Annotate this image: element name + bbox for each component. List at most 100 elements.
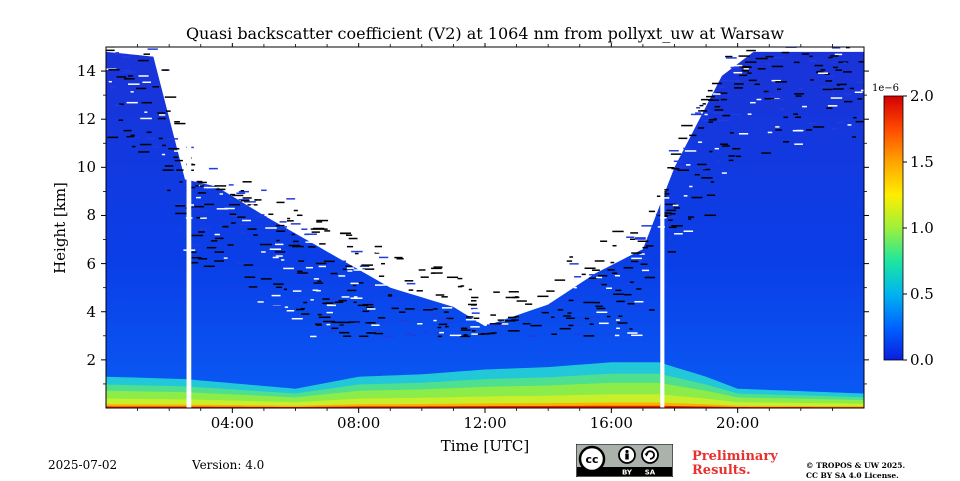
noise-speck bbox=[584, 317, 590, 320]
noise-speck bbox=[616, 300, 625, 303]
noise-speck bbox=[856, 81, 864, 84]
noise-speck bbox=[443, 311, 449, 313]
cc-license-badge[interactable]: cc BY SA bbox=[576, 444, 673, 477]
noise-speck bbox=[240, 190, 245, 192]
noise-speck bbox=[770, 32, 779, 34]
noise-speck bbox=[785, 31, 794, 32]
noise-speck bbox=[755, 57, 768, 60]
noise-speck bbox=[311, 210, 318, 212]
noise-speck bbox=[671, 225, 683, 227]
noise-speck bbox=[771, 79, 781, 82]
noise-speck bbox=[176, 203, 185, 206]
noise-speck bbox=[822, 44, 832, 46]
noise-speck bbox=[593, 301, 600, 304]
noise-speck bbox=[316, 221, 323, 223]
noise-speck bbox=[331, 296, 341, 299]
noise-speck bbox=[317, 280, 322, 283]
noise-speck bbox=[199, 185, 204, 187]
noise-speck bbox=[508, 291, 519, 293]
noise-speck bbox=[292, 290, 302, 292]
noise-speck bbox=[687, 216, 695, 218]
noise-speck bbox=[276, 201, 285, 204]
noise-speck bbox=[732, 64, 743, 67]
noise-speck bbox=[847, 41, 858, 43]
noise-speck bbox=[423, 309, 434, 311]
noise-speck bbox=[499, 323, 509, 325]
noise-speck bbox=[677, 169, 690, 172]
noise-speck bbox=[852, 136, 857, 138]
noise-speck bbox=[574, 276, 582, 278]
date-label: 2025-07-02 bbox=[48, 458, 118, 472]
noise-speck bbox=[748, 79, 757, 82]
noise-speck bbox=[246, 238, 250, 241]
noise-speck bbox=[668, 219, 673, 221]
noise-speck bbox=[634, 238, 646, 240]
noise-speck bbox=[765, 55, 774, 58]
noise-speck bbox=[295, 308, 304, 311]
noise-speck bbox=[108, 80, 112, 83]
noise-speck bbox=[152, 146, 159, 148]
noise-speck bbox=[596, 276, 603, 279]
noise-speck bbox=[500, 325, 509, 328]
noise-speck bbox=[813, 126, 825, 128]
y-tick-label: 14 bbox=[76, 62, 96, 81]
noise-speck bbox=[801, 25, 806, 27]
noise-speck bbox=[158, 137, 163, 140]
noise-speck bbox=[751, 41, 759, 43]
noise-speck bbox=[359, 265, 370, 267]
noise-speck bbox=[846, 19, 854, 21]
noise-speck bbox=[367, 283, 376, 286]
axis-ticks bbox=[101, 43, 869, 413]
noise-speck bbox=[296, 214, 303, 217]
noise-speck bbox=[716, 160, 721, 163]
noise-speck bbox=[801, 53, 810, 55]
noise-speck bbox=[433, 266, 443, 268]
noise-speck bbox=[128, 75, 134, 77]
noise-speck bbox=[637, 260, 643, 262]
noise-speck bbox=[836, 84, 841, 86]
noise-speck bbox=[780, 108, 784, 111]
noise-speck bbox=[493, 291, 500, 293]
noise-speck bbox=[107, 136, 119, 139]
noise-speck bbox=[327, 304, 336, 307]
noise-speck bbox=[718, 119, 730, 122]
noise-speck bbox=[754, 83, 760, 86]
noise-speck bbox=[708, 119, 717, 121]
noise-speck bbox=[497, 319, 505, 321]
noise-speck bbox=[180, 154, 190, 156]
noise-speck bbox=[331, 321, 342, 324]
noise-speck bbox=[713, 112, 725, 114]
noise-speck bbox=[174, 122, 186, 125]
x-axis-label: Time [UTC] bbox=[440, 437, 530, 455]
noise-speck bbox=[157, 112, 166, 114]
noise-speck bbox=[721, 145, 730, 147]
noise-speck bbox=[206, 246, 217, 249]
noise-speck bbox=[377, 317, 386, 319]
noise-speck bbox=[215, 237, 224, 240]
noise-speck bbox=[832, 66, 838, 69]
noise-speck bbox=[600, 240, 608, 242]
noise-speck bbox=[774, 31, 784, 32]
noise-speck bbox=[196, 216, 204, 219]
noise-speck bbox=[563, 315, 571, 317]
noise-speck bbox=[662, 197, 670, 199]
noise-speck bbox=[374, 332, 384, 335]
noise-speck bbox=[465, 318, 478, 321]
noise-speck bbox=[215, 188, 226, 191]
noise-speck bbox=[606, 333, 611, 335]
noise-speck bbox=[286, 310, 295, 312]
noise-speck bbox=[616, 327, 620, 330]
noise-speck bbox=[470, 307, 478, 310]
noise-speck bbox=[779, 38, 790, 40]
noise-speck bbox=[736, 155, 741, 158]
noise-speck bbox=[144, 111, 148, 113]
noise-speck bbox=[297, 272, 308, 274]
colorbar-tick-label: 1.0 bbox=[910, 219, 934, 237]
noise-speck bbox=[119, 26, 129, 28]
noise-speck bbox=[721, 172, 727, 174]
noise-speck bbox=[339, 324, 344, 326]
noise-speck bbox=[689, 134, 697, 137]
noise-speck bbox=[346, 245, 354, 248]
noise-speck bbox=[238, 187, 245, 190]
